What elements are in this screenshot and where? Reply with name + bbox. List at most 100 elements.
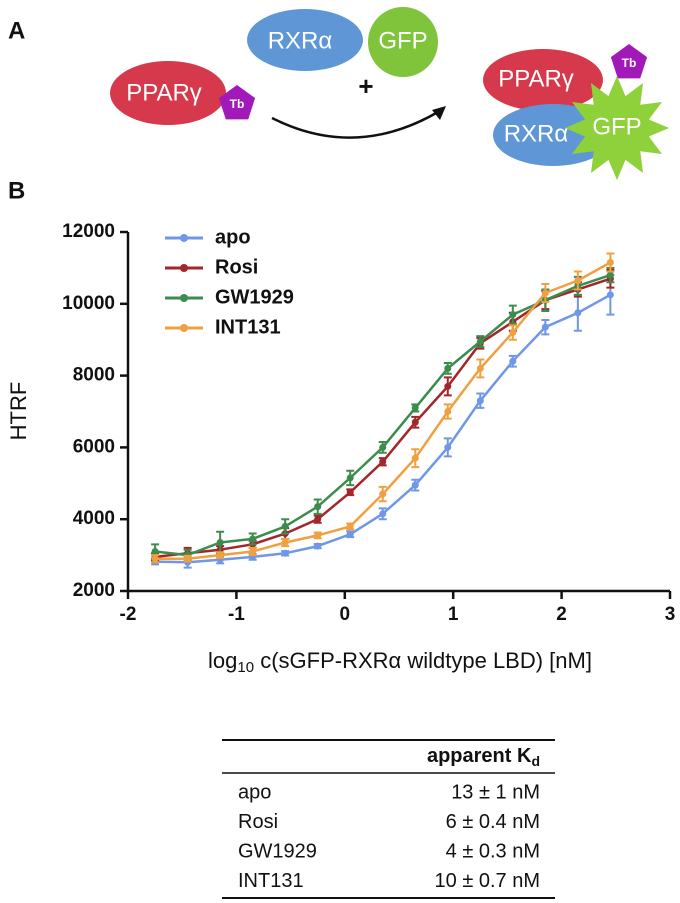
x-axis-label: log10 c(sGFP-RXRα wildtype LBD) [nM] (208, 648, 592, 676)
row-value: 10 ± 0.7 nM (435, 870, 540, 892)
table: apparent Kd apo 13 ± 1 nM Rosi 6 ± 0.4 nM GW… (222, 739, 555, 899)
row-value: 6 ± 0.4 nM (446, 811, 540, 833)
gfp-blob (368, 7, 438, 77)
data-point (606, 291, 614, 299)
table-header: apparent Kd (427, 745, 540, 768)
legend-label: GW1929 (215, 286, 294, 308)
data-point (184, 555, 192, 563)
y-tick-label: 12000 (62, 221, 115, 242)
data-point (314, 531, 322, 539)
plus: + (358, 71, 373, 101)
complex-rxr-label: RXRα (504, 120, 569, 147)
complex-tb-label: Tb (622, 56, 637, 70)
data-point (314, 542, 322, 550)
legend-marker (180, 234, 188, 242)
legend-marker (180, 324, 188, 332)
data-point (411, 481, 419, 489)
complex-ppar-blob (483, 49, 603, 111)
panel-label: A (8, 17, 25, 44)
rxr-blob (247, 9, 363, 71)
data-point (509, 357, 517, 365)
data-point (379, 458, 387, 466)
data-point (216, 539, 224, 547)
legend-label: apo (215, 226, 251, 248)
y-tick-label: 10000 (62, 293, 115, 314)
tb-shape (610, 44, 648, 79)
y-tick-label: 6000 (73, 436, 115, 457)
legend-marker (180, 264, 188, 272)
data-point (541, 323, 549, 331)
x-label-rest: c(sGFP-RXRα wildtype LBD) [nM] (254, 648, 592, 673)
data-point (346, 488, 354, 496)
legend-marker (180, 294, 188, 302)
gfp-label: GFP (378, 27, 427, 54)
data-point (541, 289, 549, 297)
tb-shape (218, 85, 256, 120)
y-tick-label: 8000 (73, 365, 115, 386)
data-point (151, 555, 159, 563)
data-point (476, 364, 484, 372)
x-tick-label: 0 (340, 604, 351, 625)
data-point (606, 271, 614, 279)
data-point (151, 548, 159, 556)
data-point (379, 443, 387, 451)
y-tick-label: 2000 (73, 580, 115, 601)
data-point (249, 548, 257, 556)
data-point (281, 549, 289, 557)
data-point (411, 418, 419, 426)
x-tick-label: -2 (120, 604, 137, 625)
gfp-star (565, 76, 669, 180)
data-point (574, 276, 582, 284)
data-point (281, 539, 289, 547)
data-point (249, 535, 257, 543)
data-point (379, 510, 387, 518)
data-point (476, 337, 484, 345)
series (151, 252, 615, 564)
x-label-sub: 10 (237, 659, 254, 676)
header-sub: d (531, 753, 540, 769)
complex-gfp-label: GFP (592, 113, 641, 140)
data-point (509, 311, 517, 319)
row-name: Rosi (238, 811, 278, 833)
y-axis-label: HTRF (6, 382, 31, 441)
tb-label: Tb (230, 97, 245, 111)
ppar-blob (110, 61, 226, 125)
x-tick-label: 1 (448, 604, 459, 625)
data-point (444, 364, 452, 372)
data-point (346, 530, 354, 538)
data-point (444, 382, 452, 390)
data-point (476, 397, 484, 405)
data-point (346, 522, 354, 530)
header-text: apparent K (427, 745, 532, 767)
panel-a: A RXRα GFP PPARγ Tb + PPARγ Tb RXRα GFP (8, 7, 669, 180)
rxr-label: RXRα (268, 27, 333, 54)
x-tick-label: -1 (228, 604, 245, 625)
complex-ppar-label: PPARγ (498, 65, 574, 92)
data-point (216, 551, 224, 559)
y-tick-label: 4000 (73, 508, 115, 529)
row-value: 4 ± 0.3 nM (446, 840, 540, 862)
data-point (509, 329, 517, 337)
row-name: INT131 (238, 870, 304, 892)
data-point (281, 522, 289, 530)
data-point (411, 404, 419, 412)
x-label-main: log (208, 648, 237, 673)
data-point (379, 490, 387, 498)
arrow (271, 110, 439, 139)
data-point (314, 515, 322, 523)
arrow-head (432, 106, 446, 120)
x-tick-label: 3 (665, 604, 676, 625)
data-point (346, 474, 354, 482)
x-tick-label: 2 (556, 604, 567, 625)
data-point (444, 408, 452, 415)
legend-label: Rosi (215, 256, 258, 278)
data-point (574, 309, 582, 317)
row-value: 13 ± 1 nM (451, 781, 540, 803)
legend-label: INT131 (215, 316, 281, 338)
data-point (411, 454, 419, 462)
data-point (606, 259, 614, 267)
row-name: GW1929 (238, 840, 317, 862)
ppar-label: PPARγ (126, 79, 202, 106)
row-name: apo (238, 781, 271, 803)
